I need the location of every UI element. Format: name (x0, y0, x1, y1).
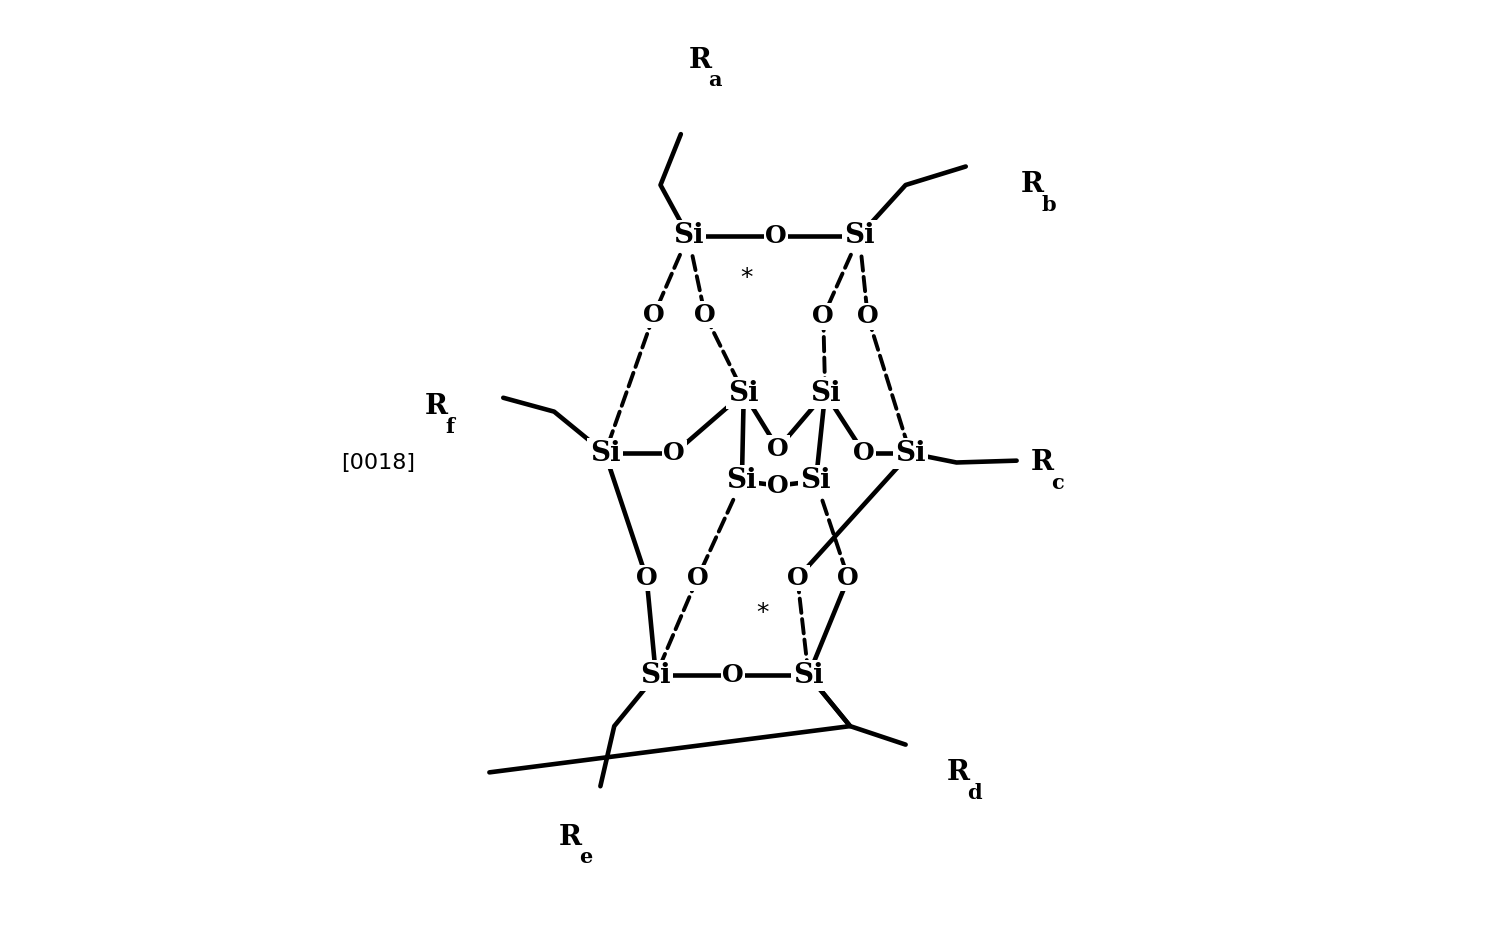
Text: O: O (721, 663, 744, 687)
Text: O: O (812, 304, 834, 328)
Text: Si: Si (726, 467, 758, 495)
Text: e: e (580, 847, 592, 868)
Text: Si: Si (729, 379, 759, 407)
Text: d: d (967, 783, 982, 803)
Text: *: * (741, 265, 753, 290)
Text: b: b (1042, 195, 1056, 216)
Text: R: R (947, 758, 970, 786)
Text: O: O (694, 302, 715, 327)
Text: O: O (837, 566, 858, 590)
Text: R: R (1021, 171, 1044, 199)
Text: O: O (664, 441, 685, 465)
Text: R: R (688, 46, 711, 74)
Text: O: O (857, 304, 878, 328)
Text: Si: Si (801, 467, 831, 495)
Text: O: O (767, 474, 789, 498)
Text: O: O (687, 566, 708, 590)
Text: [0018]: [0018] (342, 452, 416, 473)
Text: Si: Si (810, 379, 840, 407)
Text: *: * (756, 601, 768, 625)
Text: O: O (767, 437, 789, 461)
Text: Si: Si (895, 439, 926, 467)
Text: O: O (765, 224, 788, 248)
Text: Si: Si (794, 661, 824, 689)
Text: Si: Si (843, 222, 875, 250)
Text: O: O (643, 302, 666, 327)
Text: R: R (559, 823, 581, 851)
Text: R: R (1030, 449, 1054, 476)
Text: R: R (425, 393, 447, 421)
Text: f: f (444, 417, 453, 438)
Text: Si: Si (590, 439, 620, 467)
Text: O: O (636, 566, 658, 590)
Text: Si: Si (673, 222, 703, 250)
Text: O: O (852, 441, 875, 465)
Text: c: c (1051, 473, 1063, 493)
Text: O: O (786, 566, 809, 590)
Text: Si: Si (640, 661, 672, 689)
Text: a: a (709, 70, 721, 91)
